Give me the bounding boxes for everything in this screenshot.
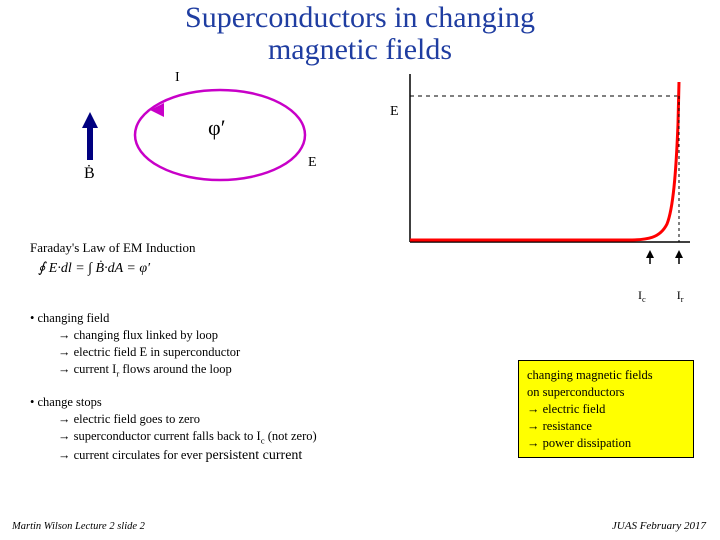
- yb-l3: → electric field: [527, 401, 685, 418]
- b1-head: • changing field: [30, 310, 390, 327]
- b2-l2a: → superconductor current falls back to I: [58, 429, 261, 443]
- yb-l4: → resistance: [527, 418, 685, 435]
- b1-l3: → current Ir flows around the loop: [58, 361, 390, 380]
- summary-box: changing magnetic fields on superconduct…: [518, 360, 694, 458]
- label-I: I: [175, 70, 180, 86]
- b2-l3a: → current circulates for ever: [58, 448, 206, 462]
- b1-l3a: → current I: [58, 362, 116, 376]
- ir-label: Ir: [677, 288, 698, 302]
- iv-chart: E: [390, 64, 690, 244]
- b1-l2: → electric field E in superconductor: [58, 344, 390, 361]
- label-Bdot: Ḃ: [84, 165, 95, 183]
- slide-title: Superconductors in changing magnetic fie…: [0, 0, 720, 65]
- faraday-equation: ∮ E·dl = ∫ Ḃ·dA = φ′: [38, 260, 150, 277]
- footer-right: JUAS February 2017: [612, 520, 706, 532]
- yb-l5: → power dissipation: [527, 435, 685, 452]
- bullet-text: • changing field → changing flux linked …: [30, 310, 390, 480]
- b2-l2b: (not zero): [265, 429, 317, 443]
- title-line-1: Superconductors in changing: [185, 1, 535, 34]
- b2-l2: → superconductor current falls back to I…: [58, 428, 390, 447]
- b2-l1: → electric field goes to zero: [58, 411, 390, 428]
- yb-l2: on superconductors: [527, 384, 685, 401]
- ev-curve: [410, 82, 679, 240]
- bullet-block-2: • change stops → electric field goes to …: [30, 394, 390, 466]
- chart-svg: [390, 64, 690, 264]
- bdot-arrow-head: [82, 112, 98, 128]
- ic-label: Ic: [638, 288, 660, 302]
- b2-head: • change stops: [30, 394, 390, 411]
- yb-l1: changing magnetic fields: [527, 367, 685, 384]
- label-E-left: E: [308, 155, 317, 171]
- bullet-block-1: • changing field → changing flux linked …: [30, 310, 390, 380]
- ir-arrowhead: [675, 250, 683, 258]
- ic-ir-labels: Ic Ir: [638, 288, 712, 304]
- b1-l1: → changing flux linked by loop: [58, 327, 390, 344]
- loop-diagram: I Ḃ φ′ E: [30, 70, 370, 220]
- footer-left: Martin Wilson Lecture 2 slide 2: [12, 521, 145, 532]
- ic-arrowhead: [646, 250, 654, 258]
- chart-E-label: E: [390, 104, 399, 120]
- faraday-heading: Faraday's Law of EM Induction: [30, 240, 196, 256]
- b1-l3b: flows around the loop: [119, 362, 231, 376]
- persistent-current-text: persistent current: [206, 448, 303, 463]
- loop-svg: [30, 70, 370, 220]
- b2-l3: → current circulates for ever persistent…: [58, 447, 390, 466]
- title-line-2: magnetic fields: [268, 33, 452, 66]
- label-phi: φ′: [208, 115, 226, 141]
